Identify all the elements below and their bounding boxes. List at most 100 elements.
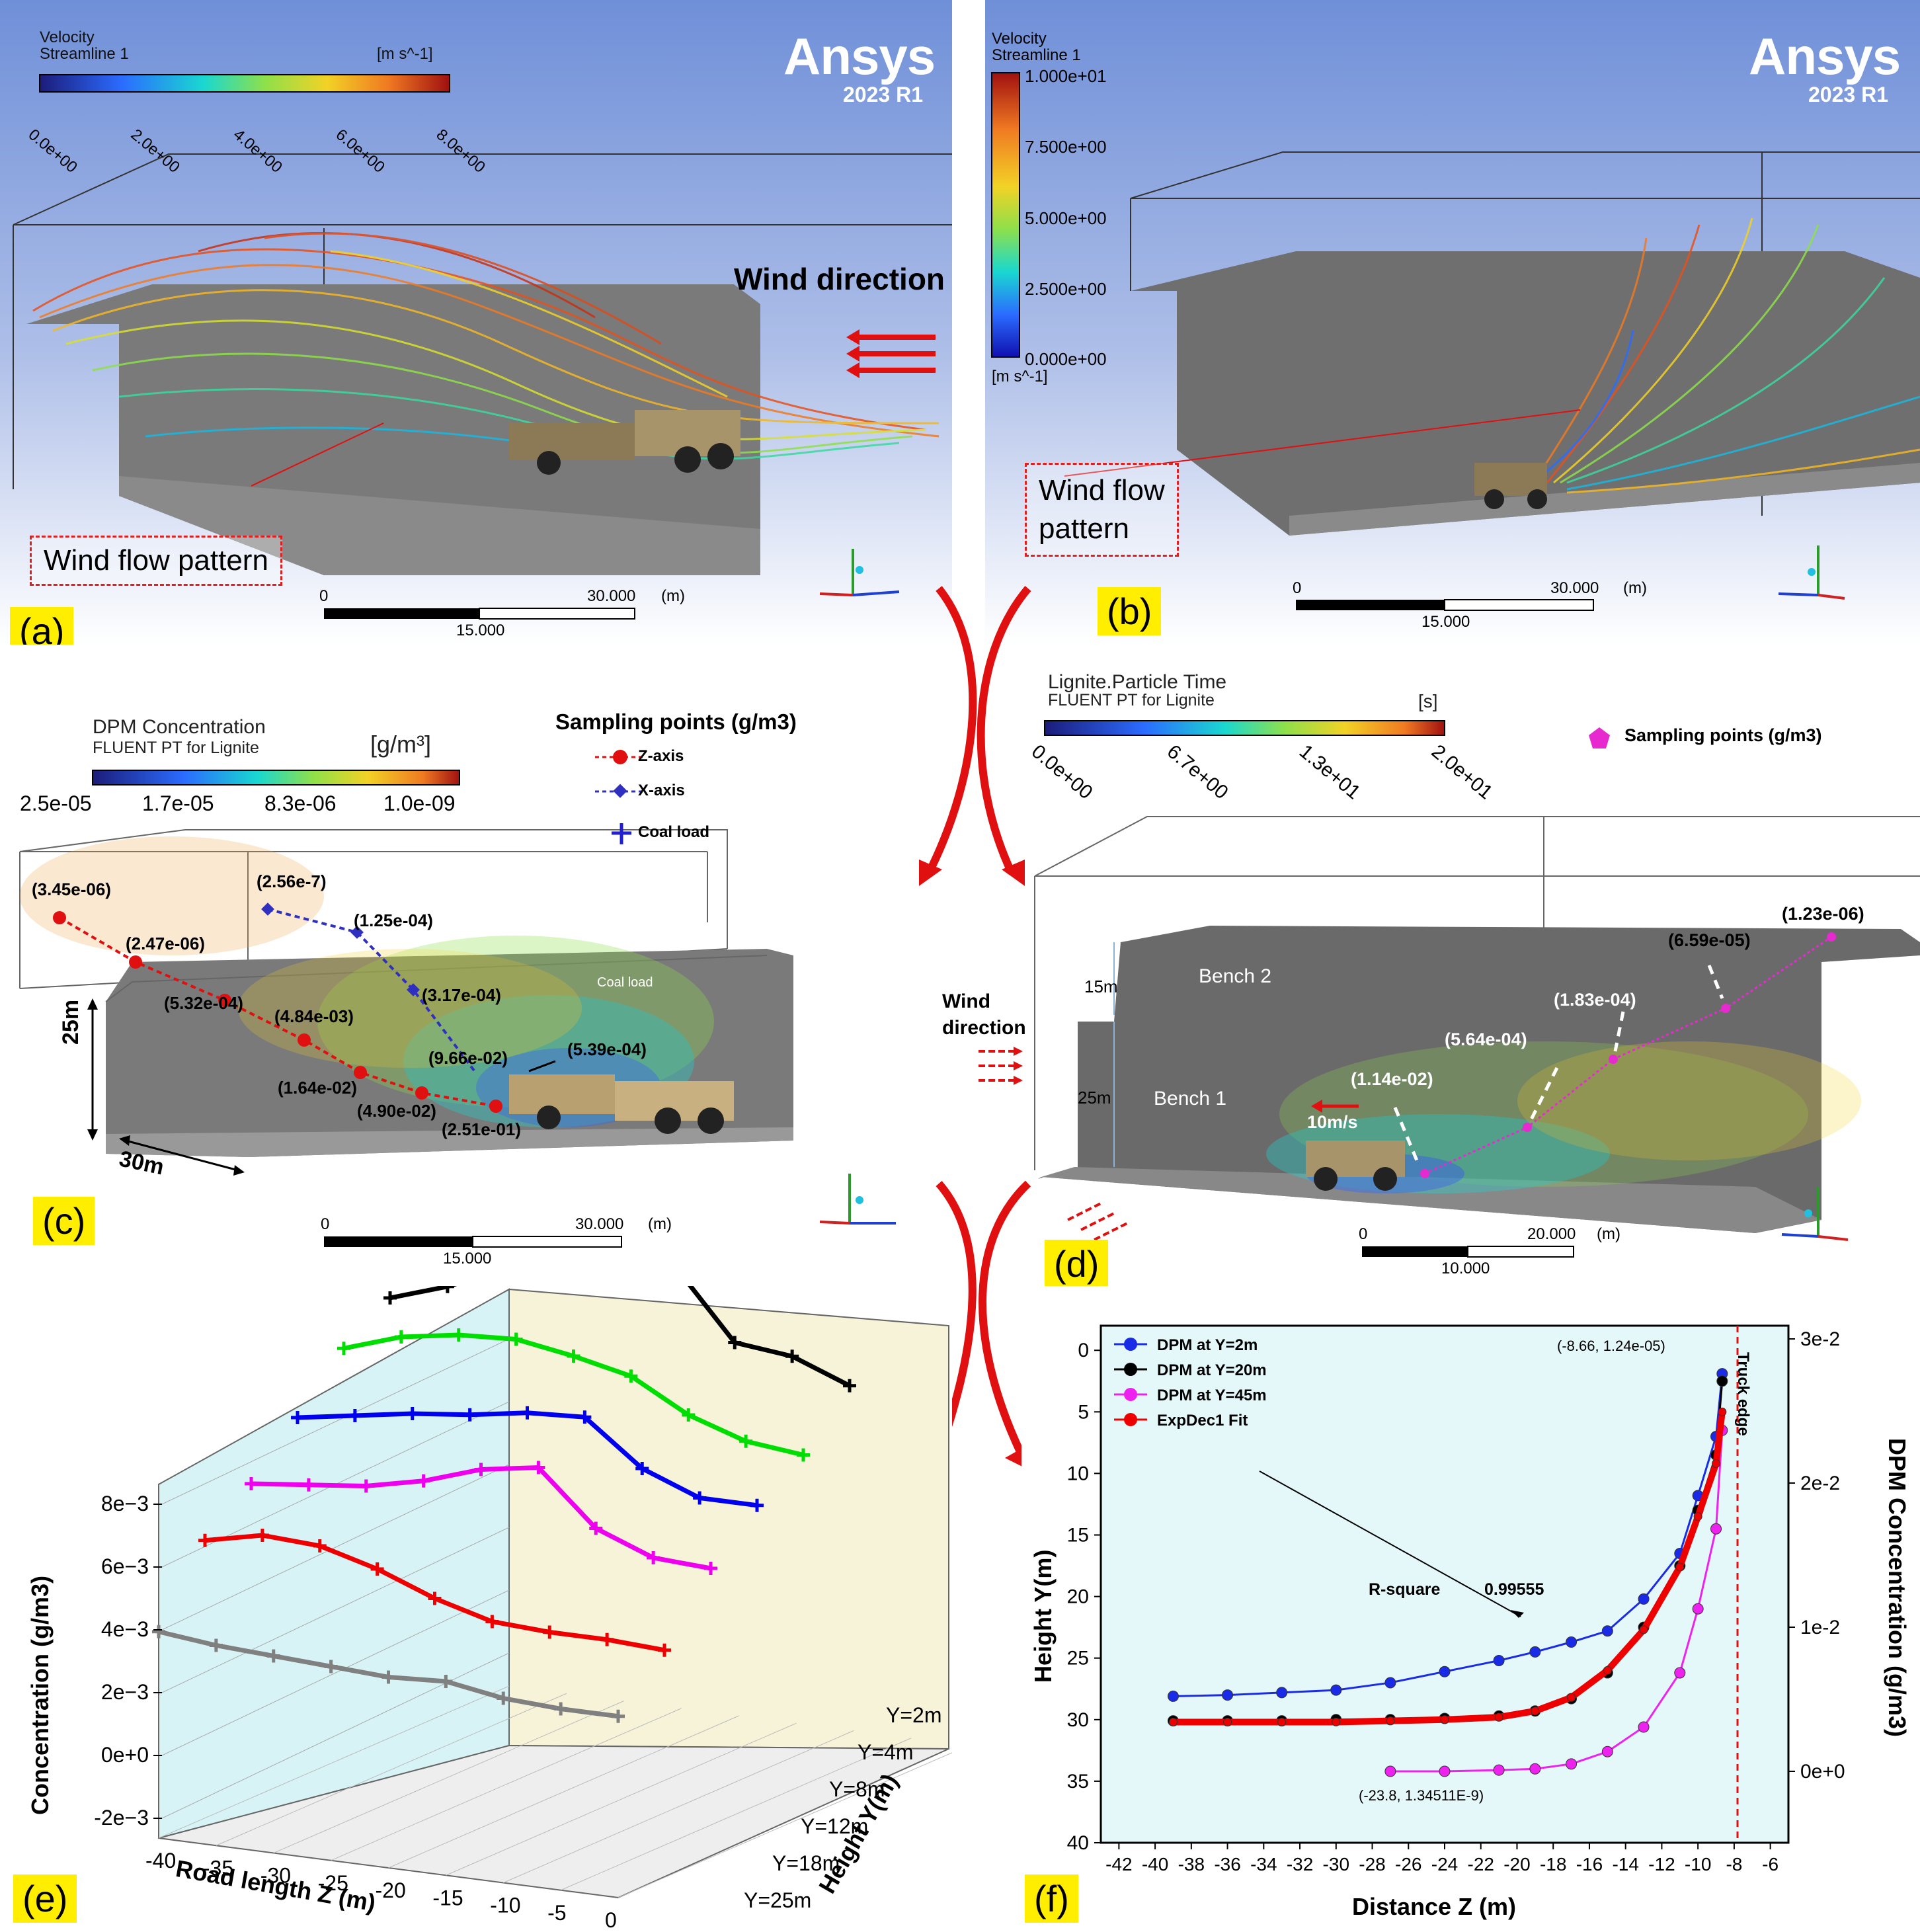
series-point [1439,1765,1451,1777]
series-marker [301,1478,315,1492]
z-point-label: (4.84e-03) [274,1006,354,1026]
x-tick-label: -34 [1250,1854,1277,1874]
series-label: Y=2m [886,1703,941,1727]
legend-tick: 2.500e+00 [1025,279,1107,299]
series-marker [739,1434,753,1448]
point-label: (6.59e-05) [1668,930,1751,950]
sampling-title: Sampling points (g/m3) [1624,725,1822,745]
y2-tick-label: 2e-2 [1800,1472,1840,1494]
point-label: (1.83e-04) [1554,990,1636,1010]
grid-line [388,1715,739,1869]
panel-label-e: (e) [13,1874,77,1923]
scale-unit: (m) [648,1215,672,1233]
series-marker [578,1410,592,1424]
legend-tick: 2.5e-05 [20,791,92,815]
scale-mid: 10.000 [1441,1260,1490,1277]
sampling-points [1420,932,1836,1178]
y-tick-label: 35 [1067,1771,1089,1792]
x-tick-label: -5 [547,1901,566,1925]
panel-d: Lignite.Particle Time FLUENT PT for Lign… [1028,664,1920,1286]
series-marker [359,1479,373,1493]
x-tick-label: -22 [1468,1854,1494,1874]
scale-bar [1296,600,1445,610]
dim-height: 25m [58,999,83,1045]
wind-arrows-icon [846,329,936,378]
legend-label: DPM at Y=20m [1157,1361,1267,1379]
x-point-label: (3.17e-04) [422,985,501,1005]
velocity-colorbar [991,72,1020,358]
legend-tick: 1.0e-09 [383,791,456,815]
series-marker [554,1702,568,1716]
series-marker [658,1643,671,1657]
series-point [1330,1684,1342,1696]
series-marker [543,1625,557,1639]
legend-tick: 1.7e-05 [142,791,214,815]
velocity-colorbar [39,74,450,93]
series-marker [797,1448,810,1462]
grid-line [446,1722,797,1876]
y-tick-label: 5 [1078,1401,1089,1423]
z-point-label: (1.64e-02) [278,1078,357,1098]
scale-right: 30.000 [575,1215,624,1233]
series-point [1277,1718,1287,1727]
series-marker [635,1462,649,1475]
truck-icon [509,1074,734,1134]
series-marker [520,1406,534,1420]
y-tick-label: 2e−3 [101,1680,149,1704]
series-point [1529,1646,1541,1658]
wind-flow-line-1: Wind flow [1039,474,1165,506]
point-label: (1.23e-06) [1782,904,1864,924]
series-marker [682,1408,696,1422]
legend-label: ExpDec1 Fit [1157,1412,1248,1429]
rsquare-pointer [1259,1470,1521,1617]
ansys-version: 2023 R1 [1808,83,1888,106]
legend-x-axis: X-axis [638,782,685,799]
series-marker [291,1411,304,1424]
series-marker [313,1539,327,1552]
series-marker [567,1349,580,1363]
series-marker [463,1408,477,1422]
grid-line [618,1752,952,1898]
wind-direction-label: Wind direction [734,262,945,296]
grid-line [331,1708,682,1861]
series-marker [428,1591,442,1605]
legend-title-streamline: Streamline 1 [992,46,1081,64]
x-tick-label: -30 [1323,1854,1349,1874]
series-marker [209,1638,223,1652]
grid-line [161,1464,510,1630]
axis-triad-icon [1778,545,1845,600]
x-tick-label: -40 [145,1849,176,1872]
series-marker [485,1615,499,1629]
x-axis-path [267,908,477,1074]
ansys-logo: Ansys [783,27,936,85]
x-point-label: (2.56e-7) [257,871,327,891]
truck-edge-label: Truck edge [1734,1352,1752,1436]
legend-title-streamline: Streamline 1 [40,45,129,63]
annot-top: (-8.66, 1.24e-05) [1557,1338,1665,1354]
speed-label: 10m/s [1307,1112,1358,1132]
series-point [1603,1666,1612,1675]
series-point [1712,1459,1721,1469]
point-label: (1.14e-02) [1351,1069,1433,1089]
y-tick-label: 15 [1067,1525,1089,1547]
y-tick-label: 0 [1078,1340,1089,1361]
x-tick-label: -26 [1395,1854,1421,1874]
x-tick-label: -32 [1287,1854,1313,1874]
z-point-label: (5.32e-04) [164,993,243,1013]
series-point [1716,1375,1728,1387]
series-point [1222,1689,1234,1701]
series-marker [474,1463,488,1476]
series-point [1639,1625,1648,1634]
legend-marker [1124,1338,1137,1351]
x-tick-label: -35 [203,1856,233,1880]
grid-line [161,1527,510,1693]
series-point [1529,1763,1541,1775]
x-tick-label: -30 [260,1864,291,1888]
x-point-label: (9.66e-02) [428,1048,508,1068]
z-point-label: (3.45e-06) [32,879,111,899]
z-axis-points [53,911,502,1113]
y-tick-label: 30 [1067,1709,1089,1731]
series-point [1693,1512,1702,1521]
scale-left: 0 [321,1215,330,1233]
legend-title-fluent: FLUENT PT for Lignite [1048,691,1215,709]
